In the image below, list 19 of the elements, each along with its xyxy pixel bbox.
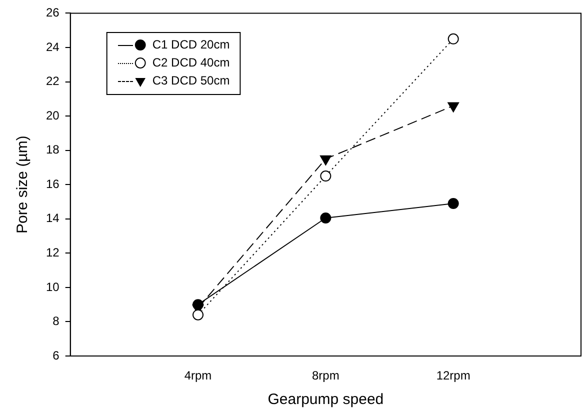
y-tick-label: 20 [46,108,60,122]
y-tick-label: 8 [52,314,60,328]
legend-label: C3 DCD 50cm [152,73,230,88]
y-tick-label: 18 [46,142,60,157]
y-tick-label: 22 [46,74,60,88]
x-tick-label: 4rpm [184,368,212,383]
y-axis-title: Pore size (µm) [14,136,32,234]
y-tick-label: 16 [46,176,60,191]
y-tick-label: 26 [46,6,60,20]
x-axis-title: Gearpump speed [268,391,384,408]
legend-label: C1 DCD 20cm [152,37,230,52]
y-tick-label: 6 [52,348,60,362]
y-tick-label: 10 [46,280,60,294]
y-tick-label: 12 [46,245,60,260]
legend-label: C2 DCD 40cm [152,55,230,70]
y-tick-label: 24 [46,40,60,54]
y-tick-label: 14 [46,211,60,226]
x-tick-label: 12rpm [436,368,470,383]
x-tick-label: 8rpm [312,368,340,383]
